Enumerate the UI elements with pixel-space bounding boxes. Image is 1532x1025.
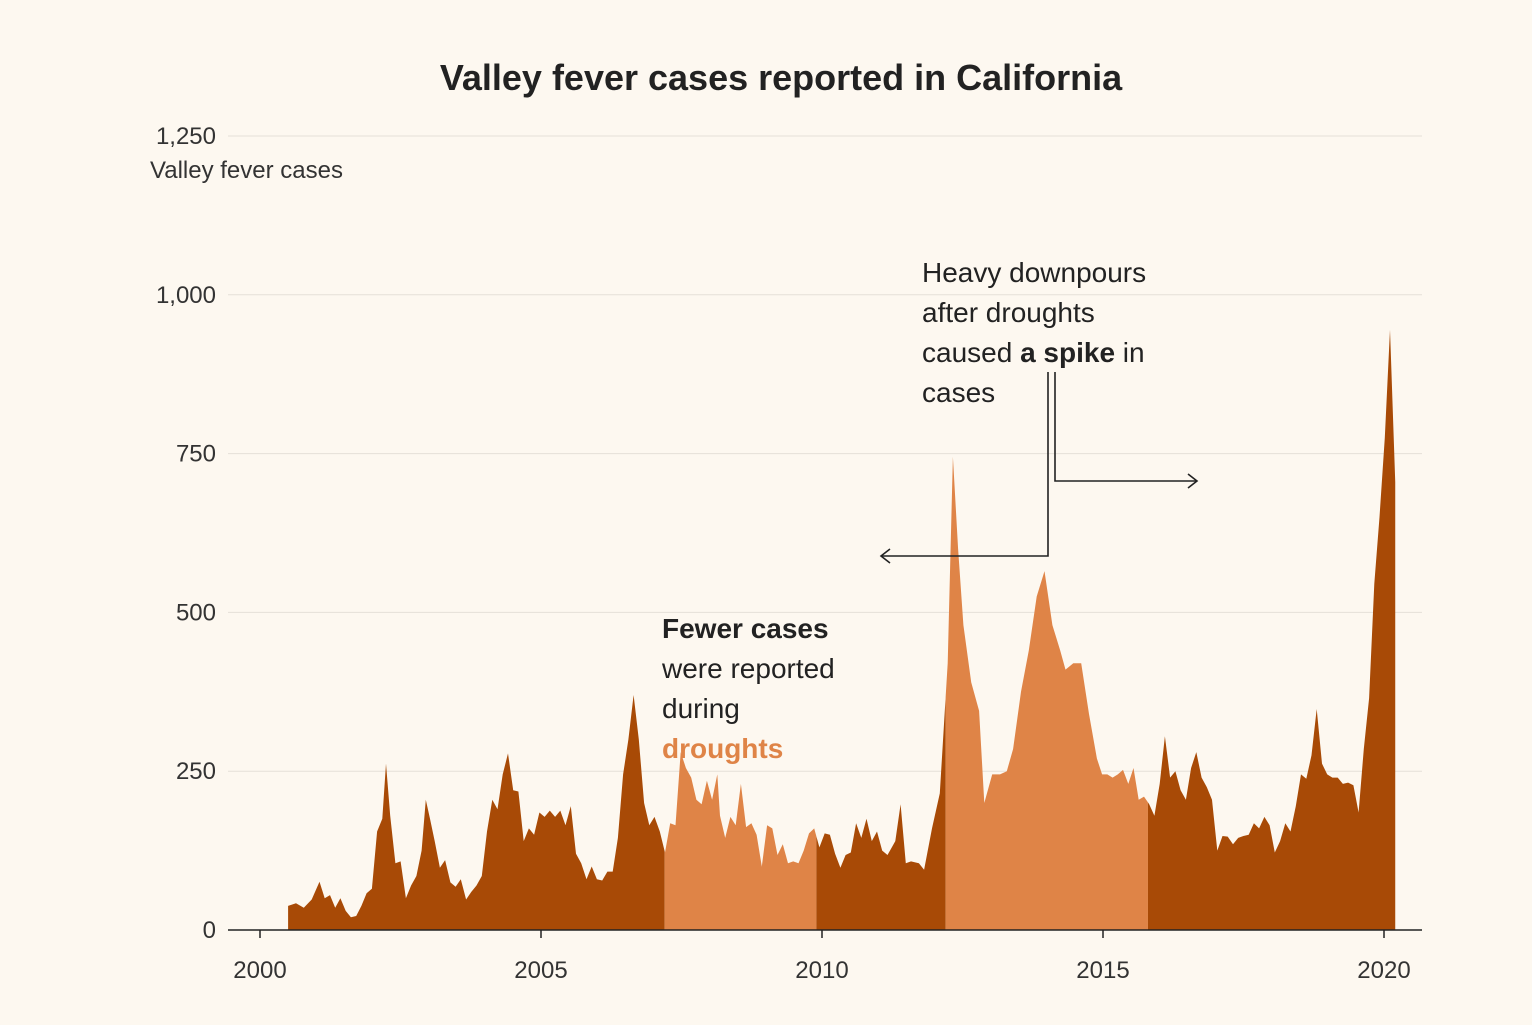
- chart-title: Valley fever cases reported in Californi…: [440, 57, 1123, 98]
- x-tick-label: 2000: [233, 957, 286, 984]
- area-layers: [288, 329, 1396, 930]
- annotation-spike-line4: cases: [922, 377, 995, 408]
- annotation-spike-line1: Heavy downpours: [922, 257, 1146, 288]
- x-tick-label: 2015: [1076, 957, 1129, 984]
- cases-area: [816, 696, 946, 930]
- x-tick-labels: 2000 2005 2010 2015 2020: [233, 930, 1411, 984]
- cases-area: [1147, 329, 1396, 930]
- drought-period-area: [664, 752, 817, 930]
- cases-area: [288, 695, 665, 930]
- drought-period-area: [945, 456, 1148, 930]
- x-tick-label: 2005: [514, 957, 567, 984]
- x-tick-label: 2010: [795, 957, 848, 984]
- annotation-spike-line3a: caused: [922, 337, 1020, 368]
- y-tick-label: 250: [176, 758, 216, 785]
- annotation-spike: Heavy downpours after droughts caused a …: [879, 257, 1199, 564]
- y-axis-label: Valley fever cases: [150, 157, 343, 184]
- y-tick-label: 1,250: [156, 123, 216, 150]
- annotation-fewer-line1: Fewer cases: [662, 613, 829, 644]
- y-tick-label: 500: [176, 599, 216, 626]
- annotation-fewer-cases: Fewer cases were reported during drought…: [661, 613, 835, 764]
- annotation-fewer-line3: during: [662, 693, 740, 724]
- annotation-fewer-line4: droughts: [662, 733, 783, 764]
- y-tick-label: 1,000: [156, 282, 216, 309]
- annotation-fewer-line2: were reported: [661, 653, 835, 684]
- x-tick-label: 2020: [1357, 957, 1410, 984]
- annotation-spike-line3: caused a spike in: [922, 337, 1145, 368]
- annotation-spike-line2: after droughts: [922, 297, 1095, 328]
- gridlines: [228, 135, 1422, 772]
- arrowhead-2011-spike: [879, 548, 891, 564]
- arrowhead-2017-spike: [1187, 473, 1199, 489]
- annotation-spike-line3c: in: [1115, 337, 1145, 368]
- y-tick-labels: 0 250 500 750 1,000 1,250: [156, 123, 216, 944]
- arrow-2011-spike: [882, 372, 1049, 557]
- annotation-spike-line3b: a spike: [1020, 337, 1115, 368]
- arrow-2017-spike: [1054, 372, 1196, 482]
- y-tick-label: 750: [176, 441, 216, 468]
- y-tick-label: 0: [203, 917, 216, 944]
